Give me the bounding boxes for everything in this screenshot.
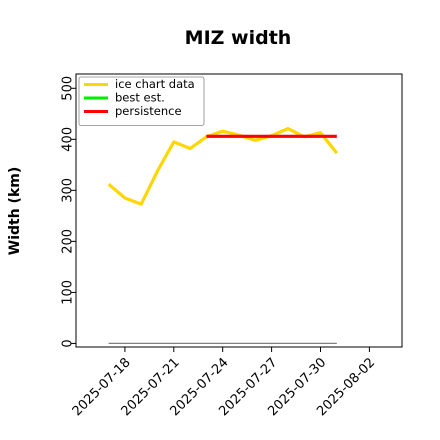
y-tick-label: 0: [61, 339, 76, 347]
series-line-ice-chart-data: [107, 127, 339, 206]
y-tick-label: 100: [61, 280, 76, 305]
legend-label-best-est-: best est.: [115, 91, 165, 105]
plot-frame: [75, 73, 403, 348]
legend-label-ice-chart-data: ice chart data: [115, 77, 195, 91]
y-tick-label: 400: [61, 127, 76, 152]
legend-box: [78, 76, 205, 126]
chart-title: MIZ width: [185, 27, 292, 49]
y-tick-label: 300: [61, 178, 76, 203]
plot-area: 01002003004005002025-07-182025-07-212025…: [61, 73, 403, 419]
y-tick-label: 200: [61, 229, 76, 254]
y-axis-label: Width (km): [7, 167, 23, 256]
y-tick-label: 500: [61, 76, 76, 101]
legend-label-persistence: persistence: [115, 104, 182, 118]
